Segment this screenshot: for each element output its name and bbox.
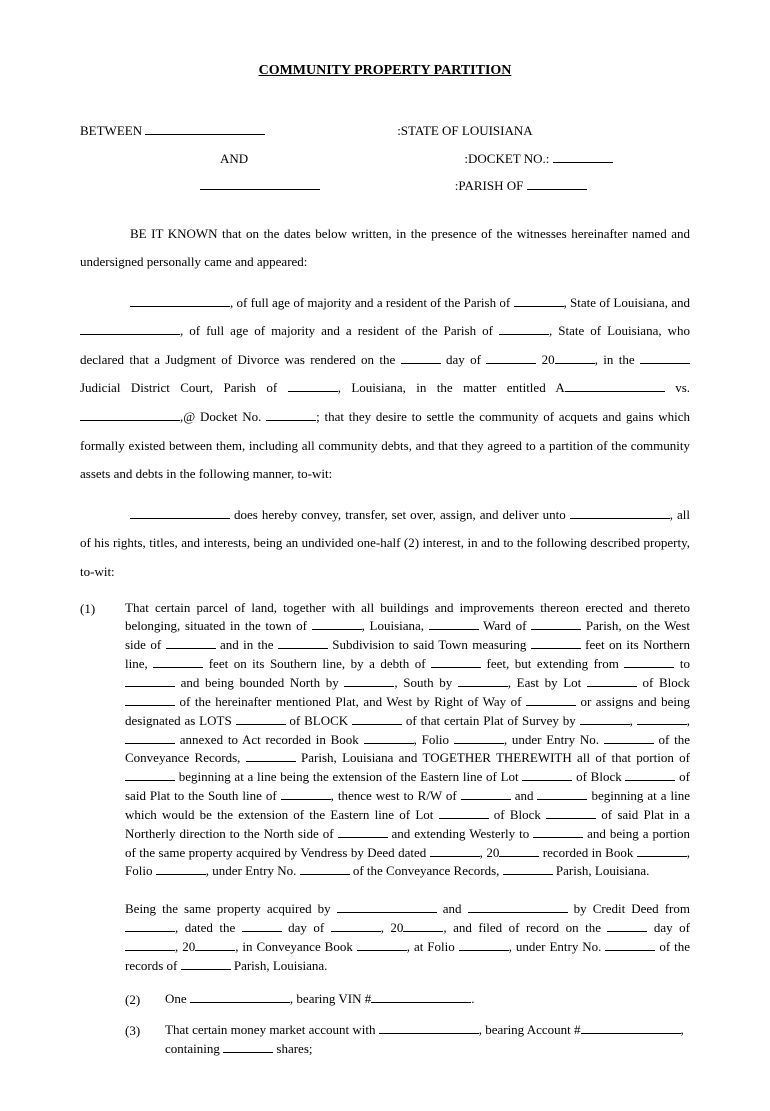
court-parish-blank[interactable] bbox=[288, 391, 338, 392]
shares-blank[interactable] bbox=[223, 1052, 273, 1053]
header-blank-left bbox=[80, 176, 455, 196]
item-3: (3) That certain money market account wi… bbox=[125, 1021, 690, 1059]
preamble-text: BE IT KNOWN that on the dates below writ… bbox=[80, 226, 690, 270]
between-label: BETWEEN bbox=[80, 123, 142, 138]
month-blank[interactable] bbox=[486, 363, 536, 364]
convey-paragraph: does hereby convey, transfer, set over, … bbox=[80, 501, 690, 587]
parish-blank[interactable] bbox=[527, 189, 587, 190]
judicial-district-blank[interactable] bbox=[640, 363, 690, 364]
year-blank[interactable] bbox=[555, 363, 595, 364]
grantor-blank[interactable] bbox=[130, 518, 230, 519]
docket-no-blank[interactable] bbox=[266, 420, 316, 421]
vehicle-blank[interactable] bbox=[190, 1002, 290, 1003]
docket-label: :DOCKET NO.: bbox=[464, 151, 549, 166]
item-1-label: (1) bbox=[80, 599, 125, 976]
document-page: COMMUNITY PROPERTY PARTITION BETWEEN :ST… bbox=[0, 0, 770, 1111]
item-2-body: One , bearing VIN #. bbox=[165, 990, 690, 1010]
preamble-paragraph: BE IT KNOWN that on the dates below writ… bbox=[80, 220, 690, 277]
vin-blank[interactable] bbox=[371, 1002, 471, 1003]
parties-paragraph: , of full age of majority and a resident… bbox=[80, 289, 690, 489]
second-party-blank[interactable] bbox=[200, 189, 320, 190]
item-2: (2) One , bearing VIN #. bbox=[125, 990, 690, 1010]
docket-blank[interactable] bbox=[553, 162, 613, 163]
between-blank[interactable] bbox=[145, 134, 265, 135]
day-blank[interactable] bbox=[401, 363, 441, 364]
party2-name-blank[interactable] bbox=[80, 334, 180, 335]
parish-label: :PARISH OF bbox=[455, 178, 524, 193]
party1-name-blank[interactable] bbox=[130, 306, 230, 307]
header-row-1: BETWEEN :STATE OF LOUISIANA bbox=[80, 121, 690, 141]
document-title: COMMUNITY PROPERTY PARTITION bbox=[80, 60, 690, 81]
party1-parish-blank[interactable] bbox=[514, 306, 564, 307]
header-parish: :PARISH OF bbox=[455, 176, 690, 196]
header-between: BETWEEN bbox=[80, 121, 397, 141]
account-num-blank[interactable] bbox=[581, 1033, 681, 1034]
header-row-3: :PARISH OF bbox=[80, 176, 690, 196]
item-1: (1) That certain parcel of land, togethe… bbox=[80, 599, 690, 976]
header-and: AND bbox=[80, 149, 464, 169]
item-3-label: (3) bbox=[125, 1021, 165, 1059]
item-2-label: (2) bbox=[125, 990, 165, 1010]
account-inst-blank[interactable] bbox=[379, 1033, 479, 1034]
defendant-blank[interactable] bbox=[80, 420, 180, 421]
grantee-blank[interactable] bbox=[570, 518, 670, 519]
header-row-2: AND :DOCKET NO.: bbox=[80, 149, 690, 169]
item-3-body: That certain money market account with ,… bbox=[165, 1021, 690, 1059]
plaintiff-blank[interactable] bbox=[565, 391, 665, 392]
header-docket: :DOCKET NO.: bbox=[464, 149, 690, 169]
header-state: :STATE OF LOUISIANA bbox=[397, 121, 690, 141]
party2-parish-blank[interactable] bbox=[499, 334, 549, 335]
item-1-body: That certain parcel of land, together wi… bbox=[125, 599, 690, 976]
